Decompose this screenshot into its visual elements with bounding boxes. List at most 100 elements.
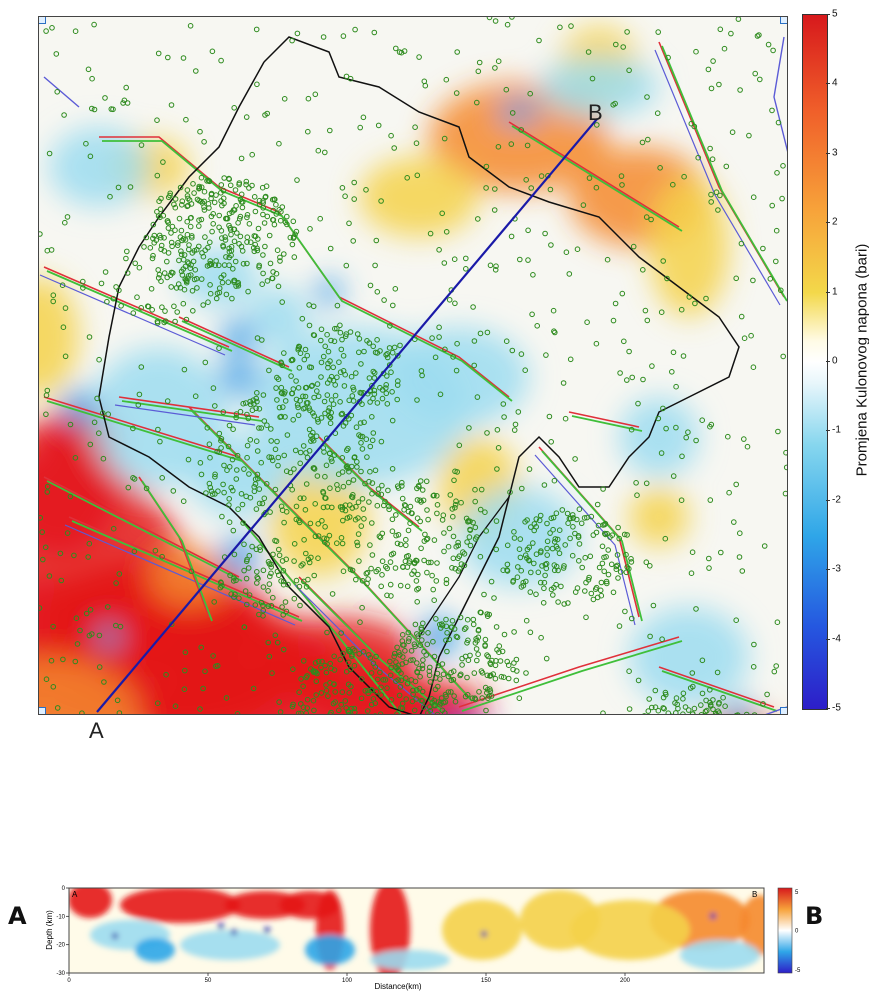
epicenter-marker: [241, 466, 247, 472]
epicenter-marker: [246, 185, 252, 191]
epicenter-marker: [244, 260, 250, 267]
epicenter-marker: [587, 553, 594, 560]
epicenter-marker: [287, 234, 294, 241]
epicenter-marker: [393, 532, 399, 539]
epicenter-marker: [252, 208, 259, 215]
epicenter-marker: [303, 710, 309, 714]
epicenter-marker: [588, 513, 595, 520]
epicenter-marker: [315, 521, 322, 527]
epicenter-marker: [124, 270, 131, 276]
epicenter-marker: [536, 37, 542, 44]
colorbar-tick-label: 3: [832, 147, 838, 159]
epicenter-marker: [479, 695, 486, 701]
epicenter-marker: [492, 186, 498, 192]
epicenter-marker: [302, 507, 309, 513]
epicenter-marker: [83, 610, 90, 617]
epicenter-marker: [332, 689, 339, 695]
epicenter-marker: [459, 662, 465, 668]
epicenter-marker: [289, 37, 295, 44]
epicenter-marker: [367, 443, 374, 450]
epicenter-marker: [548, 439, 555, 445]
epicenter-marker: [359, 446, 366, 452]
epicenter-marker: [670, 181, 676, 188]
epicenter-marker: [351, 705, 358, 712]
epicenter-marker: [594, 501, 601, 508]
epicenter-marker: [365, 652, 372, 658]
epicenter-marker: [690, 711, 696, 714]
epicenter-marker: [101, 679, 107, 685]
epicenter-marker: [407, 520, 413, 527]
epicenter-marker: [343, 262, 350, 269]
epicenter-marker: [320, 490, 327, 496]
epicenter-marker: [370, 696, 377, 702]
epicenter-marker: [239, 199, 246, 205]
epicenter-marker: [427, 664, 433, 671]
epicenter-marker: [580, 202, 587, 208]
epicenter-marker: [86, 334, 93, 340]
epicenter-marker: [238, 191, 245, 198]
epicenter-marker: [322, 343, 329, 350]
epicenter-marker: [156, 271, 163, 278]
epicenter-marker: [443, 580, 450, 587]
epicenter-marker: [348, 705, 355, 712]
epicenter-marker: [229, 209, 235, 215]
epicenter-marker: [389, 349, 396, 356]
epicenter-marker: [391, 344, 398, 351]
epicenter-marker: [483, 163, 490, 170]
epicenter-marker: [233, 203, 239, 209]
epicenter-marker: [318, 326, 325, 333]
epicenter-marker: [541, 579, 548, 586]
epicenter-marker: [296, 519, 303, 526]
epicenter-marker: [398, 49, 405, 56]
epicenter-marker: [267, 260, 274, 267]
epicenter-marker: [339, 410, 346, 417]
epicenter-marker: [177, 284, 184, 291]
epicenter-marker: [449, 565, 455, 571]
epicenter-marker: [171, 303, 177, 310]
profile-stress-patch: [370, 950, 450, 970]
epicenter-marker: [728, 30, 734, 37]
epicenter-marker: [708, 191, 714, 198]
epicenter-marker: [475, 216, 481, 222]
epicenter-marker: [282, 599, 289, 605]
epicenter-marker: [300, 393, 306, 400]
epicenter-marker: [243, 575, 250, 582]
epicenter-marker: [138, 364, 145, 370]
epicenter-marker: [477, 609, 484, 616]
epicenter-marker: [279, 507, 286, 514]
epicenter-marker: [278, 390, 285, 396]
epicenter-marker: [178, 248, 184, 254]
epicenter-marker: [232, 591, 238, 598]
epicenter-marker: [107, 193, 113, 200]
epicenter-marker: [708, 199, 715, 205]
epicenter-marker: [470, 616, 477, 623]
epicenter-marker: [371, 370, 378, 376]
epicenter-marker: [273, 538, 280, 545]
profile-colorbar-tick: 0: [795, 929, 799, 935]
epicenter-marker: [456, 553, 463, 560]
epicenter-marker: [213, 295, 220, 302]
epicenter-marker: [751, 712, 758, 714]
epicenter-marker: [601, 568, 608, 575]
epicenter-marker: [171, 201, 177, 208]
epicenter-marker: [154, 700, 161, 707]
epicenter-marker: [299, 315, 306, 322]
epicenter-marker: [416, 54, 422, 60]
epicenter-marker: [334, 482, 340, 488]
epicenter-marker: [345, 659, 352, 666]
epicenter-marker: [260, 607, 266, 614]
epicenter-marker: [259, 500, 266, 507]
epicenter-marker: [370, 660, 377, 667]
epicenter-marker: [246, 221, 253, 227]
epicenter-marker: [722, 703, 728, 710]
epicenter-marker: [417, 497, 423, 504]
epicenter-marker: [246, 592, 253, 598]
epicenter-marker: [196, 183, 202, 190]
stress-field: [39, 27, 765, 714]
epicenter-marker: [325, 364, 331, 371]
epicenter-marker: [463, 266, 469, 272]
epicenter-marker: [647, 633, 653, 640]
epicenter-marker: [378, 438, 385, 445]
epicenter-marker: [511, 629, 517, 635]
epicenter-marker: [619, 290, 626, 297]
